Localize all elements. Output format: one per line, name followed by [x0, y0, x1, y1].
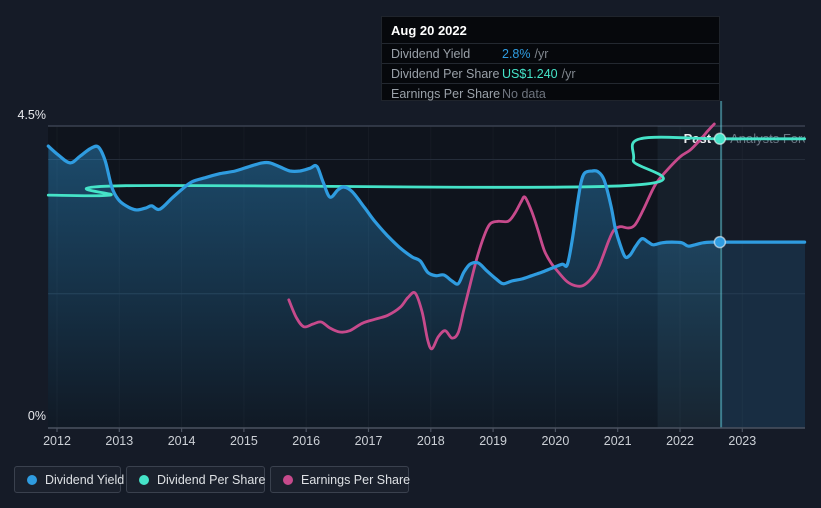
dividend-yield-area-forecast — [721, 242, 805, 428]
chart-legend: Dividend Yield Dividend Per Share Earnin… — [14, 466, 411, 493]
legend-item-earnings-per-share[interactable]: Earnings Per Share — [270, 466, 411, 493]
dividend-yield-marker[interactable] — [713, 235, 727, 249]
dividend-yield-line[interactable] — [46, 144, 807, 286]
dividend-per-share-marker[interactable] — [713, 132, 727, 146]
tooltip-label: Earnings Per Share — [391, 86, 501, 101]
legend-label: Earnings Per Share — [301, 472, 411, 487]
svg-text:2013: 2013 — [105, 434, 133, 448]
tooltip-unit: /yr — [561, 66, 576, 81]
hover-highlight-band — [657, 126, 722, 428]
dividend-yield-dot-icon — [27, 474, 37, 485]
tooltip-value: US$1.240 — [502, 66, 558, 81]
legend-item-dividend-per-share[interactable]: Dividend Per Share — [126, 466, 265, 493]
tooltip-row-dividend-per-share: Dividend Per Share US$1.240 /yr — [382, 63, 719, 83]
tooltip-label: Dividend Per Share — [391, 66, 500, 81]
tooltip-date: Aug 20 2022 — [391, 22, 467, 38]
dividend-per-share-dot-icon — [139, 474, 149, 485]
earnings-per-share-dot-icon — [283, 474, 293, 485]
svg-text:2020: 2020 — [541, 434, 569, 448]
tooltip-unit: /yr — [534, 46, 549, 61]
svg-text:2017: 2017 — [355, 434, 383, 448]
svg-text:2019: 2019 — [479, 434, 507, 448]
svg-text:2018: 2018 — [417, 434, 445, 448]
y-axis-bottom-label: 0% — [28, 409, 46, 423]
svg-text:2023: 2023 — [728, 434, 756, 448]
tooltip-value: No data — [502, 86, 546, 101]
svg-text:2022: 2022 — [666, 434, 694, 448]
tooltip-row-earnings-per-share: Earnings Per Share No data — [382, 83, 719, 103]
legend-item-dividend-yield[interactable]: Dividend Yield — [14, 466, 125, 493]
svg-text:2015: 2015 — [230, 434, 258, 448]
y-axis-top-label: 4.5% — [18, 108, 47, 122]
dividend-chart-plot[interactable]: 2012 2013 2014 2015 2016 2017 2018 2019 2020 2021… — [0, 0, 821, 455]
svg-text:2012: 2012 — [43, 434, 71, 448]
svg-text:2021: 2021 — [604, 434, 632, 448]
x-axis-labels: 2012 2013 2014 2015 2016 2017 2018 2019 2020 2021… — [43, 434, 756, 448]
tooltip-label: Dividend Yield — [391, 46, 471, 61]
legend-label: Dividend Per Share — [157, 472, 266, 487]
svg-text:2016: 2016 — [292, 434, 320, 448]
hover-tooltip: Aug 20 2022 Dividend Yield 2.8% /yr Divi… — [381, 16, 720, 101]
x-axis — [48, 427, 805, 432]
legend-label: Dividend Yield — [45, 472, 125, 487]
svg-text:2014: 2014 — [168, 434, 196, 448]
dividend-yield-area-past — [48, 146, 722, 429]
dividend-per-share-line[interactable] — [46, 135, 806, 198]
tooltip-value: 2.8% — [502, 46, 531, 61]
earnings-per-share-line[interactable] — [287, 122, 716, 351]
tooltip-row-dividend-yield: Dividend Yield 2.8% /yr — [382, 43, 719, 63]
